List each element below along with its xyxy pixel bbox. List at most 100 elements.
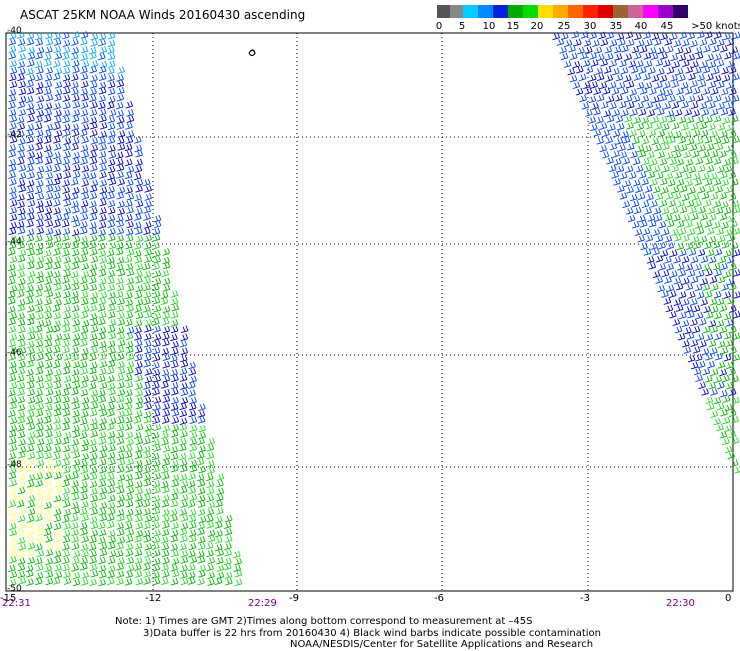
wind-barb	[98, 395, 106, 404]
wind-barb	[634, 228, 643, 236]
wind-barb	[53, 396, 62, 404]
wind-barb	[54, 157, 62, 166]
wind-barb	[45, 93, 54, 102]
wind-barb	[152, 290, 161, 299]
wind-barb	[81, 60, 90, 68]
wind-barb	[72, 465, 81, 473]
wind-barb	[609, 39, 618, 47]
wind-barb	[27, 46, 35, 55]
wind-barb	[98, 249, 107, 258]
wind-barb	[9, 515, 17, 523]
wind-barb	[596, 73, 605, 82]
wind-barb	[627, 38, 635, 47]
wind-barb	[699, 340, 707, 348]
wind-barb	[90, 32, 99, 41]
wind-barb	[89, 487, 98, 496]
wind-barb	[45, 262, 53, 270]
wind-barb	[674, 108, 683, 117]
wind-barb	[17, 403, 26, 412]
wind-barb	[665, 88, 673, 97]
wind-barb	[153, 557, 161, 566]
wind-barb	[88, 382, 97, 390]
wind-barb	[692, 346, 701, 354]
wind-barb	[650, 200, 658, 208]
wind-barb	[633, 73, 642, 81]
wind-barb	[665, 130, 674, 139]
wind-barb	[639, 87, 648, 95]
wind-barb	[107, 199, 116, 208]
wind-barb	[704, 199, 712, 207]
wind-barb	[583, 39, 592, 47]
wind-barb	[124, 255, 133, 264]
wind-barb	[116, 109, 124, 118]
wind-barb	[673, 39, 682, 48]
wind-barb	[81, 443, 89, 452]
wind-barb	[45, 557, 54, 566]
wind-barb	[681, 123, 689, 131]
wind-barb	[719, 325, 728, 334]
wind-barb	[135, 389, 143, 397]
wind-barb	[638, 171, 647, 179]
wind-barb	[713, 178, 722, 186]
wind-barb	[107, 340, 116, 348]
wind-barb	[26, 219, 34, 228]
wind-barb	[107, 409, 115, 417]
wind-barb	[653, 207, 662, 215]
wind-barb	[7, 305, 16, 314]
wind-barb	[652, 247, 660, 256]
wind-barb	[170, 297, 179, 306]
wind-barb	[179, 339, 188, 348]
wind-barb	[650, 178, 658, 187]
wind-barb	[152, 296, 161, 305]
wind-barb	[126, 457, 134, 466]
wind-barb	[9, 367, 18, 375]
wind-barb	[116, 242, 124, 250]
wind-barb	[197, 528, 205, 536]
wind-barb	[125, 150, 133, 158]
wind-barb	[135, 270, 143, 278]
wind-barb	[108, 298, 117, 306]
wind-barb	[54, 283, 62, 291]
wind-barb	[126, 486, 135, 495]
wind-barb	[152, 571, 160, 579]
wind-barb	[135, 521, 144, 530]
wind-barb	[697, 30, 705, 39]
wind-barb	[45, 256, 53, 265]
wind-barb	[731, 115, 739, 123]
wind-barb	[583, 81, 591, 89]
wind-barb	[62, 409, 71, 417]
wind-barb	[124, 402, 133, 411]
wind-barb	[696, 333, 705, 341]
wind-barb	[704, 241, 712, 250]
wind-barb	[17, 207, 26, 216]
legend-swatch	[508, 5, 523, 18]
wind-barb	[570, 52, 578, 61]
wind-barb	[8, 248, 16, 256]
wind-barb	[125, 493, 133, 501]
wind-barb	[722, 116, 731, 125]
wind-barb	[702, 150, 710, 159]
wind-barb	[18, 80, 27, 89]
wind-barb	[681, 319, 690, 328]
wind-barb	[188, 368, 197, 376]
wind-barb	[27, 213, 35, 221]
wind-barb	[71, 248, 80, 257]
wind-barb	[143, 213, 151, 221]
wind-barb	[716, 59, 725, 68]
wind-barb	[684, 326, 692, 335]
wind-barb	[117, 513, 125, 522]
wind-barb	[711, 44, 720, 53]
wind-barb	[18, 213, 27, 222]
wind-barb	[666, 109, 675, 118]
wind-barb	[8, 353, 16, 361]
wind-barb	[9, 550, 18, 558]
wind-barb	[27, 422, 36, 431]
wind-barb	[81, 192, 90, 200]
wind-barb	[8, 94, 17, 103]
wind-barb	[161, 431, 169, 439]
wind-barb	[26, 129, 34, 137]
wind-barb	[89, 353, 97, 362]
wind-barb	[17, 101, 26, 109]
wind-barb	[72, 506, 81, 515]
wind-barb	[134, 256, 143, 264]
